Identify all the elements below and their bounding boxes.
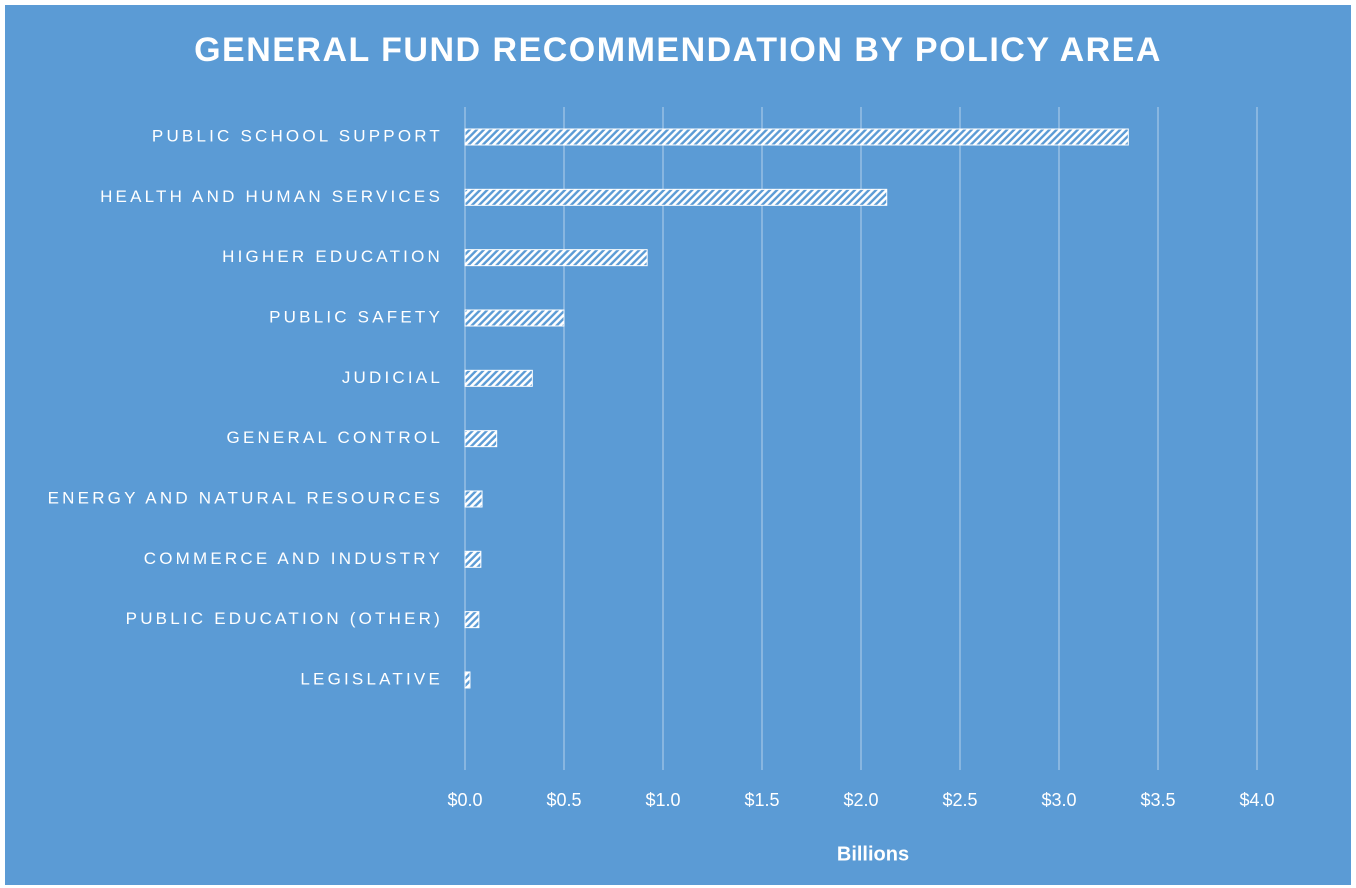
bar xyxy=(464,249,648,267)
chart-title: GENERAL FUND RECOMMENDATION BY POLICY AR… xyxy=(194,31,1162,69)
bar xyxy=(464,671,471,689)
y-tick-label: PUBLIC EDUCATION (OTHER) xyxy=(126,609,443,628)
chart-background xyxy=(5,5,1351,885)
bar xyxy=(464,490,483,508)
y-tick-label: JUDICIAL xyxy=(342,368,443,387)
bar xyxy=(464,128,1129,146)
bar xyxy=(464,611,480,629)
bar xyxy=(464,188,888,206)
y-tick-label: PUBLIC SAFETY xyxy=(269,307,443,326)
x-tick-label: $0.0 xyxy=(447,790,482,810)
x-tick-label: $0.5 xyxy=(546,790,581,810)
y-tick-label: HIGHER EDUCATION xyxy=(222,247,443,266)
y-tick-label: GENERAL CONTROL xyxy=(227,428,443,447)
bar xyxy=(464,309,565,327)
x-tick-label: $2.0 xyxy=(843,790,878,810)
y-tick-label: HEALTH AND HUMAN SERVICES xyxy=(100,187,443,206)
bar xyxy=(464,430,498,448)
x-tick-label: $3.5 xyxy=(1140,790,1175,810)
y-tick-label: COMMERCE AND INDUSTRY xyxy=(144,549,443,568)
bar xyxy=(464,550,482,568)
x-tick-label: $3.0 xyxy=(1041,790,1076,810)
x-tick-label: $4.0 xyxy=(1239,790,1274,810)
y-tick-label: PUBLIC SCHOOL SUPPORT xyxy=(152,126,443,145)
x-axis-label: Billions xyxy=(837,843,909,865)
y-tick-label: LEGISLATIVE xyxy=(300,669,443,688)
y-tick-label: ENERGY AND NATURAL RESOURCES xyxy=(48,488,443,507)
bar xyxy=(464,369,533,387)
x-tick-label: $1.0 xyxy=(645,790,680,810)
x-tick-label: $2.5 xyxy=(942,790,977,810)
x-tick-label: $1.5 xyxy=(744,790,779,810)
